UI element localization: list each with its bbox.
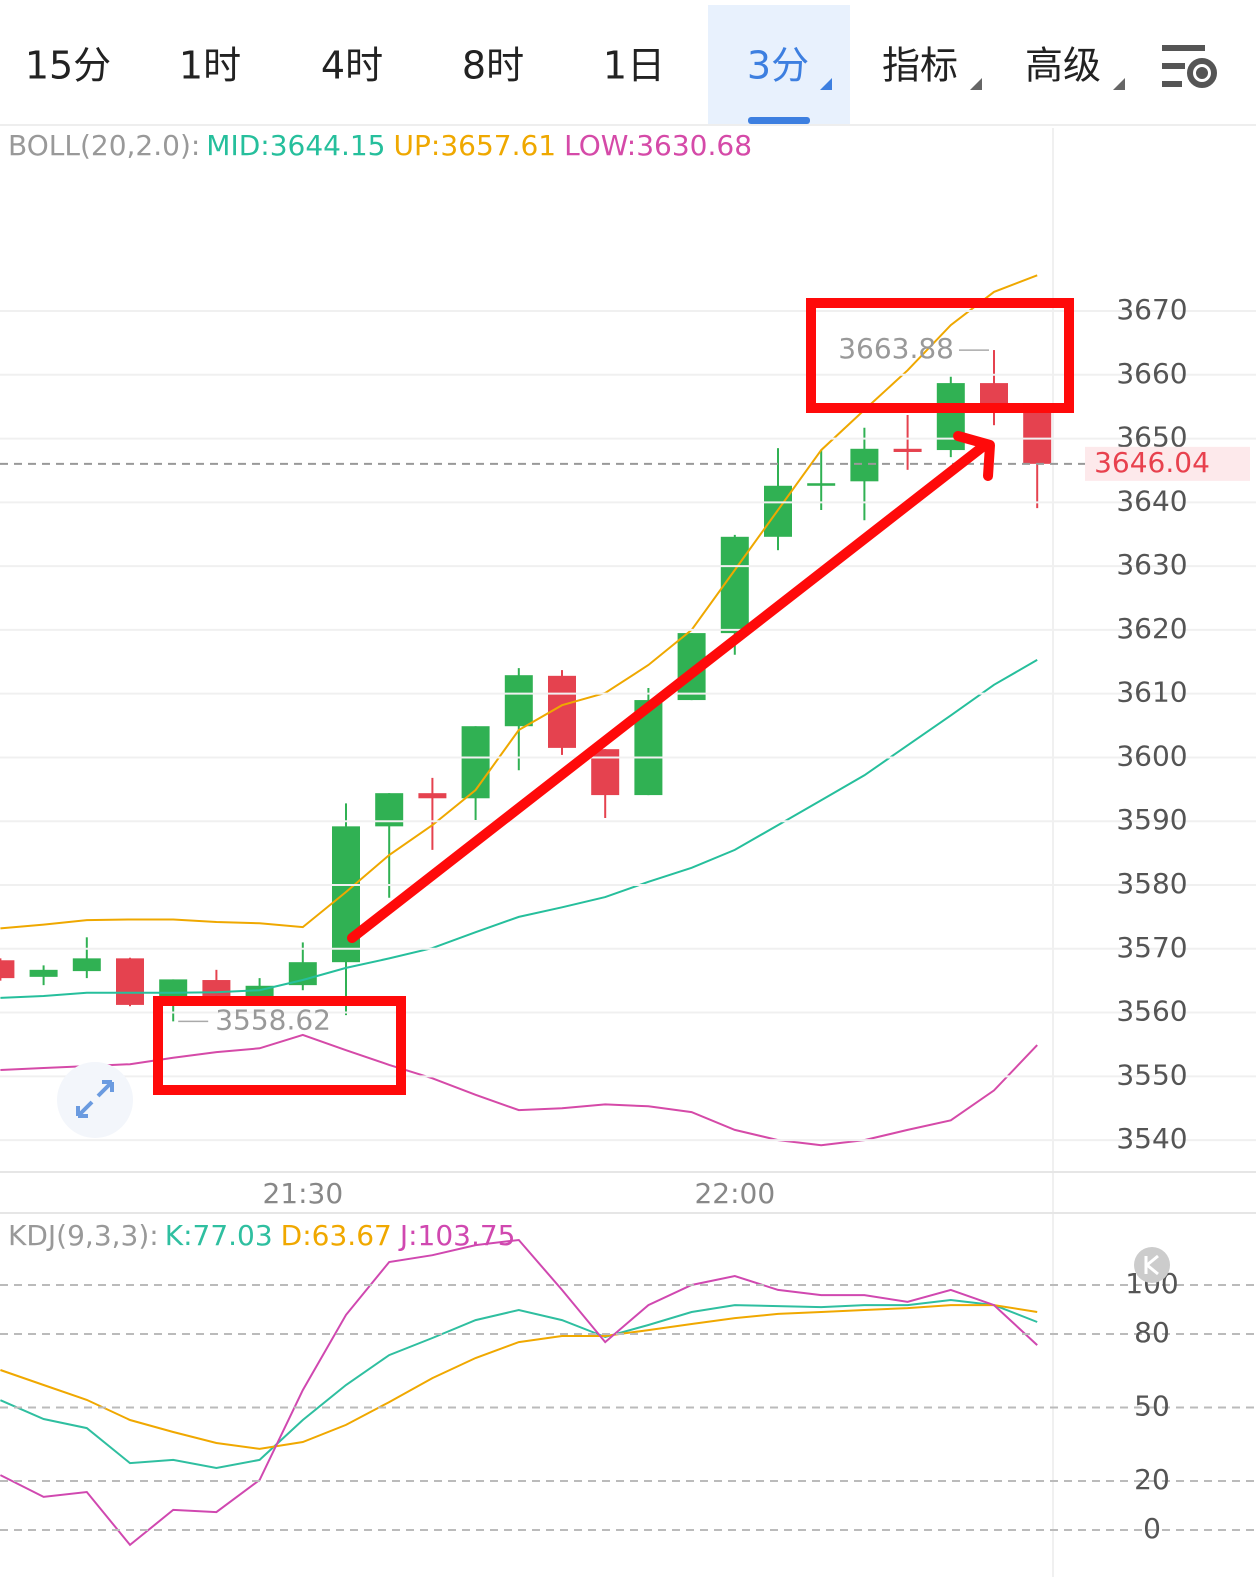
candle-body [1023,409,1052,464]
chart-layer: 15分 1时 4时 8时 1日 3分 指标 高级 3540 3550 3560 3570 3580 359… [0,44,1256,1547]
candle-body [245,985,274,998]
legend-entry: K:77.03 [165,1219,273,1252]
tab[interactable]: 3分 [747,44,809,88]
active-tab-underline [748,117,810,124]
candle-body [202,980,231,996]
y-tick-label: 3670 [1116,293,1187,326]
y-tick-label: 3570 [1116,931,1187,964]
tab[interactable]: 1日 [603,44,665,88]
settings-icon[interactable] [1162,45,1217,88]
candle-body [893,448,922,452]
legend-entry: J:103.75 [398,1219,516,1252]
y-tick-label: 3590 [1116,803,1187,836]
k-icon[interactable] [1134,1247,1170,1283]
legend-entry: MID:3644.15 [206,129,385,162]
indicator-line [0,1238,1038,1547]
dropdown-arrow [820,78,832,90]
legend-entry: LOW:3630.68 [564,129,752,162]
dropdown-arrow [1113,78,1125,90]
y-tick-label: 3600 [1116,739,1187,772]
candle-body [720,536,749,634]
candle-body [461,726,490,799]
y-tick-label: 3640 [1116,484,1187,517]
min-label: 3558.62 [215,1003,331,1036]
dropdown-arrow [970,78,982,90]
indicator-line [0,274,1038,930]
candle-body [591,749,620,796]
candle-body [548,675,576,748]
candle-body [850,448,879,482]
legend: KDJ(9,3,3): K:77.03 D:63.67 J:103.75 [8,1219,516,1252]
tab[interactable]: 指标 [882,44,958,88]
y-tick-label: 0 [1143,1512,1161,1545]
panel [0,1238,1038,1547]
candle-body [332,826,360,963]
indicator-line [0,1298,1038,1470]
y-tick-label: 3560 [1116,995,1187,1028]
tab[interactable]: 1时 [179,44,241,88]
indicator-line [0,1304,1038,1450]
y-tick-label: 3550 [1116,1058,1187,1091]
y-tick-label: 3630 [1116,548,1187,581]
candle-body [418,793,447,799]
expand-button[interactable] [57,1062,133,1138]
max-label: 3663.88 [838,332,954,365]
legend-entry: UP:3657.61 [394,129,557,162]
y-tick-label: 3540 [1116,1122,1187,1155]
candle-body [159,979,188,998]
y-tick-label: 80 [1134,1316,1170,1349]
legend-title: BOLL(20,2.0): [8,129,200,162]
x-tick-label: 21:30 [262,1177,343,1210]
y-tick-label: 50 [1134,1390,1170,1423]
price-label: 3646.04 [1094,446,1210,479]
y-tick-label: 3620 [1116,612,1187,645]
indicator-line [0,659,1038,999]
y-tick-label: 3580 [1116,867,1187,900]
legend: BOLL(20,2.0): MID:3644.15 UP:3657.61 LOW:36… [8,129,752,162]
y-tick-label: 3660 [1116,357,1187,390]
y-tick-label: 3610 [1116,676,1187,709]
tab[interactable]: 15分 [25,44,111,88]
candle-body [288,962,317,986]
tab[interactable]: 高级 [1025,44,1101,88]
candle-body [29,969,58,977]
legend-title: KDJ(9,3,3): [8,1219,159,1252]
x-tick-label: 22:00 [694,1177,775,1210]
candle-body [504,675,533,727]
candle-body [807,483,836,486]
legend-entry: D:63.67 [281,1219,392,1252]
candle-body [72,958,101,972]
candle-body [0,960,15,979]
y-tick-label: 20 [1134,1463,1170,1496]
tab[interactable]: 8时 [462,44,524,88]
candle-body [116,958,144,1005]
price-tag [1085,446,1250,481]
annotation [153,298,1074,1095]
tab[interactable]: 4时 [321,44,383,88]
active-tab-bg [708,5,850,125]
